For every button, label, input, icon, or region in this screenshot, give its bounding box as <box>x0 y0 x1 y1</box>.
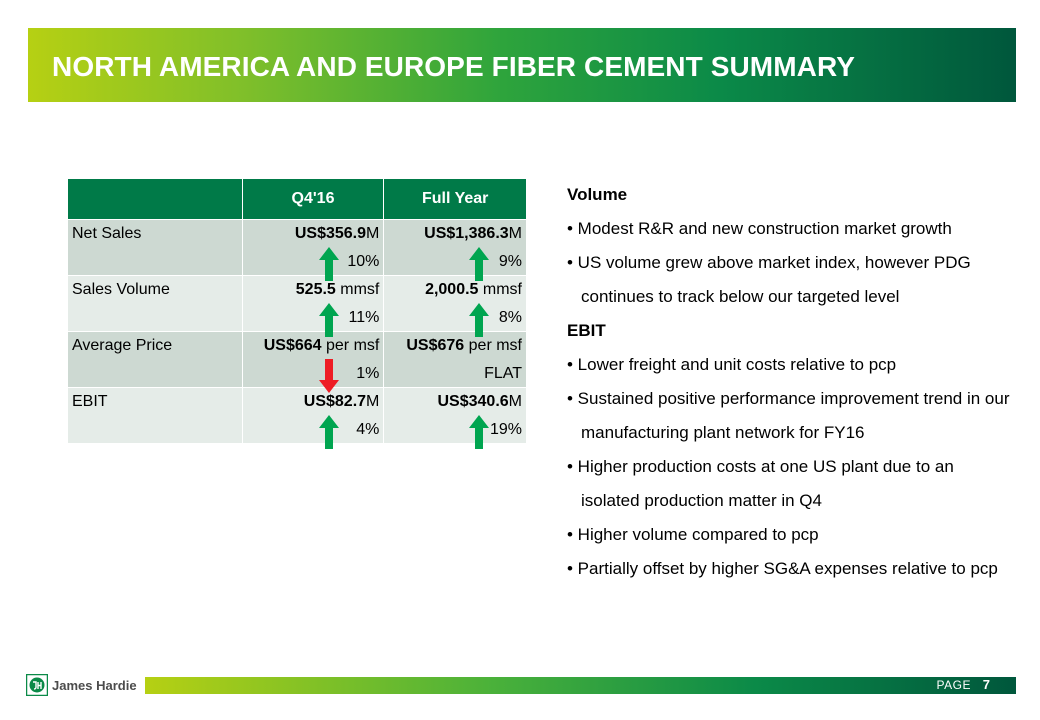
fy-value: US$340.6M <box>437 393 523 410</box>
row-label: Net Sales <box>67 219 243 276</box>
bullet-item: • Modest R&R and new construction market… <box>567 219 952 238</box>
arrow-up-icon <box>469 303 490 337</box>
fy-cell: 2,000.5 mmsf 8% <box>383 275 527 337</box>
q4-value: US$356.9M <box>294 225 380 242</box>
q4-change: 1% <box>356 365 380 382</box>
row-label: Average Price <box>67 331 243 388</box>
volume-heading: Volume <box>567 185 628 204</box>
fy-cell: US$1,386.3M 9% <box>383 219 527 281</box>
footer-bar: PAGE 7 <box>145 677 1016 694</box>
company-logo: James Hardie <box>26 674 137 696</box>
q4-change: 11% <box>348 309 380 326</box>
table-row: Net Sales US$356.9M 10% US$1,386.3M 9% <box>67 219 527 281</box>
fy-cell: US$340.6M 19% <box>383 387 527 449</box>
q4-change: 10% <box>347 253 380 270</box>
fy-value: US$676 per msf <box>406 337 522 354</box>
bullet-item: • Partially offset by higher SG&A expens… <box>567 559 998 578</box>
table-row: Sales Volume 525.5 mmsf 11% 2,000.5 mmsf… <box>67 275 527 337</box>
table-row: Average Price US$664 per msf 1% US$676 p… <box>67 331 527 393</box>
arrow-up-icon <box>469 247 490 281</box>
fy-cell: US$676 per msf FLAT <box>383 331 527 388</box>
arrow-up-icon <box>318 247 339 281</box>
fy-change: 9% <box>498 253 522 270</box>
row-label: EBIT <box>67 387 243 444</box>
column-header-q4: Q4'16 <box>241 178 385 220</box>
fy-change: 19% <box>489 421 522 438</box>
q4-value: US$82.7M <box>303 393 380 410</box>
fy-value: 2,000.5 mmsf <box>425 281 522 298</box>
q4-value: US$664 per msf <box>263 337 380 354</box>
q4-value: 525.5 mmsf <box>295 281 380 298</box>
logo-text: James Hardie <box>52 677 137 693</box>
fy-change: 8% <box>498 309 522 326</box>
arrow-down-icon <box>318 359 339 393</box>
page-label: PAGE <box>936 678 971 692</box>
q4-cell: US$82.7M 4% <box>241 387 385 449</box>
bullet-item: • Lower freight and unit costs relative … <box>567 355 897 374</box>
title-bar: NORTH AMERICA AND EUROPE FIBER CEMENT SU… <box>28 28 1016 102</box>
fy-value: US$1,386.3M <box>424 225 522 242</box>
arrow-up-icon <box>318 415 339 449</box>
commentary: Volume • Modest R&R and new construction… <box>567 178 1017 586</box>
bullet-item: • Higher volume compared to pcp <box>567 525 819 544</box>
row-label: Sales Volume <box>67 275 243 332</box>
column-header-full-year: Full Year <box>383 178 527 220</box>
q4-cell: US$356.9M 10% <box>241 219 385 281</box>
table-header-row: Q4'16 Full Year <box>67 178 527 220</box>
bullet-item: • Higher production costs at one US plan… <box>567 457 954 510</box>
arrow-up-icon <box>318 303 339 337</box>
page-number: 7 <box>982 677 990 692</box>
q4-cell: 525.5 mmsf 11% <box>241 275 385 337</box>
ebit-heading: EBIT <box>567 321 606 340</box>
page-title: NORTH AMERICA AND EUROPE FIBER CEMENT SU… <box>52 51 856 82</box>
fy-change: FLAT <box>484 365 522 382</box>
q4-cell: US$664 per msf 1% <box>241 331 385 393</box>
arrow-up-icon <box>469 415 490 449</box>
table-row: EBIT US$82.7M 4% US$340.6M 19% <box>67 387 527 449</box>
summary-table: Q4'16 Full Year Net Sales US$356.9M 10% … <box>67 178 527 449</box>
bullet-item: • Sustained positive performance improve… <box>567 389 1010 442</box>
q4-change: 4% <box>356 421 380 438</box>
bullet-item: • US volume grew above market index, how… <box>567 253 971 306</box>
james-hardie-logo-icon <box>26 674 48 696</box>
column-header-blank <box>67 178 243 220</box>
